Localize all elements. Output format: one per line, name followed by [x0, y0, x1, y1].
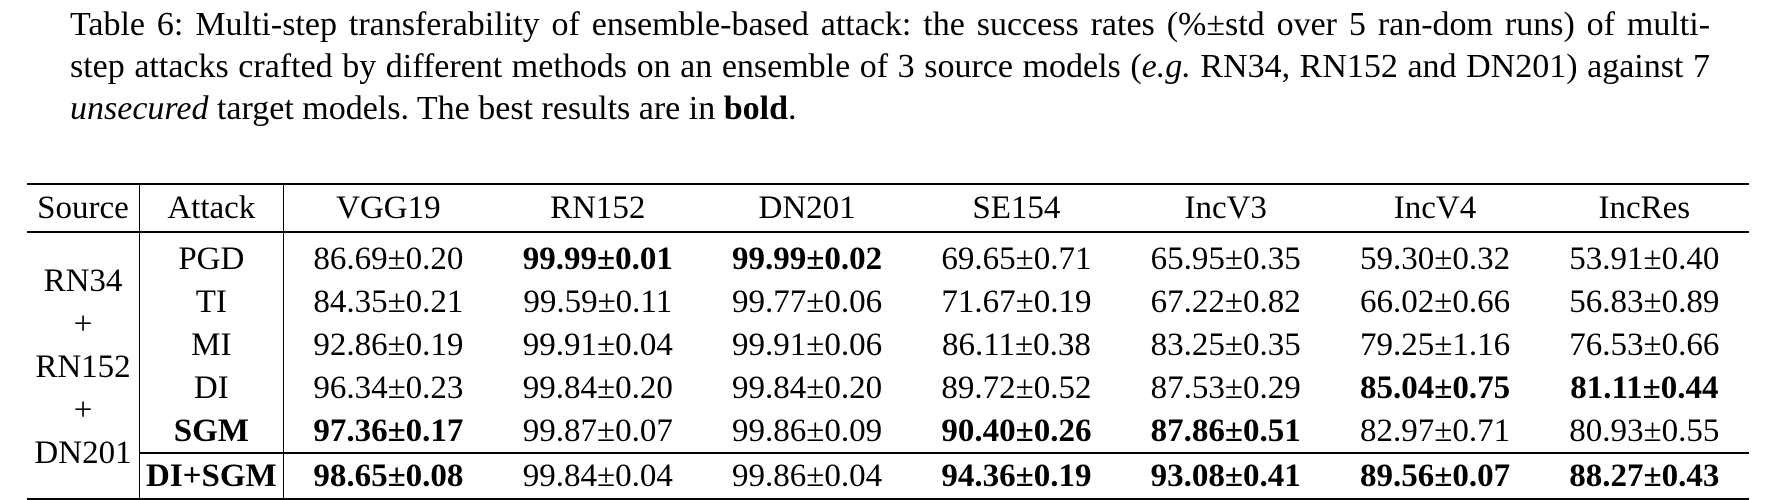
table-header: Source Attack VGG19 RN152 DN201 SE154 In…	[27, 183, 1749, 233]
table-row: SGM 97.36±0.17 99.87±0.07 99.86±0.09 90.40±0…	[27, 409, 1749, 453]
table-row: MI 92.86±0.19 99.91±0.04 99.91±0.06 86.11±0.…	[27, 323, 1749, 366]
result-cell-se154: 69.65±0.71	[941, 240, 1092, 277]
table-row: DI 96.34±0.23 99.84±0.20 99.84±0.20 89.72±0.…	[27, 366, 1749, 409]
result-cell-incv4: 85.04±0.75	[1359, 369, 1511, 406]
result-cell-se154: 71.67±0.19	[941, 283, 1092, 320]
result-cell-dn201: 99.99±0.02	[732, 240, 883, 277]
result-cell-se154: 90.40±0.26	[941, 412, 1092, 449]
result-cell-dn201: 99.84±0.20	[732, 369, 883, 406]
header-se154: SE154	[911, 183, 1122, 233]
attack-name-cell: TI	[139, 280, 284, 323]
header-row: Source Attack VGG19 RN152 DN201 SE154 In…	[27, 183, 1749, 233]
result-cell-incv4: 79.25±1.16	[1359, 326, 1511, 363]
result-cell-dn201: 99.91±0.06	[732, 326, 883, 363]
caption-unsecured: unsecured	[70, 90, 209, 127]
attack-name-cell: DI+SGM	[139, 452, 284, 500]
result-cell-incres: 56.83±0.89	[1569, 283, 1720, 320]
result-cell-rn152: 99.84±0.20	[522, 369, 673, 406]
result-cell-dn201: 99.86±0.09	[732, 412, 883, 449]
result-cell-incres: 88.27±0.43	[1539, 452, 1749, 500]
result-cell-incv3: 87.53±0.29	[1150, 369, 1301, 406]
source-line: RN34	[43, 263, 123, 299]
attack-name-cell: PGD	[139, 232, 284, 280]
result-cell-incv4: 66.02±0.66	[1359, 283, 1511, 320]
table-row: TI 84.35±0.21 99.59±0.11 99.77±0.06 71.67±0.…	[27, 280, 1749, 323]
result-cell-rn152: 99.84±0.04	[493, 452, 703, 500]
source-line: +	[73, 306, 93, 342]
result-cell-incv3: 65.95±0.35	[1150, 240, 1301, 277]
header-source: Source	[27, 183, 140, 233]
table-row: RN34 + RN152 + DN201 PGD 86.69±0.20 99.99±0.01 9…	[27, 232, 1749, 500]
result-cell-incres: 76.53±0.66	[1569, 326, 1720, 363]
caption-text-part2: RN34, RN152 and DN201) against 7	[1200, 48, 1710, 85]
result-cell-incv4: 82.97±0.71	[1359, 412, 1511, 449]
result-cell-vgg19: 97.36±0.17	[313, 412, 464, 449]
header-attack: Attack	[139, 183, 284, 233]
results-table: Source Attack VGG19 RN152 DN201 SE154 In…	[27, 183, 1749, 500]
source-line: RN152	[35, 349, 131, 385]
header-incres: IncRes	[1539, 183, 1749, 233]
header-incv4: IncV4	[1330, 183, 1540, 233]
header-vgg19: VGG19	[283, 183, 494, 233]
attack-name-cell: SGM	[139, 409, 284, 453]
table-row: DI+SGM 98.65±0.08 99.84±0.04 99.86±0.04 94.3…	[27, 452, 1749, 500]
header-incv3: IncV3	[1121, 183, 1331, 233]
result-cell-rn152: 99.59±0.11	[523, 283, 673, 320]
result-cell-vgg19: 92.86±0.19	[313, 326, 464, 363]
table-body: RN34 + RN152 + DN201 PGD 86.69±0.20 99.99±0.01 9…	[27, 232, 1749, 500]
result-cell-incv4: 89.56±0.07	[1330, 452, 1540, 500]
header-dn201: DN201	[702, 183, 912, 233]
caption-label: Table 6:	[70, 6, 184, 43]
result-cell-incv3: 83.25±0.35	[1150, 326, 1301, 363]
result-cell-incv3: 87.86±0.51	[1150, 412, 1301, 449]
result-cell-rn152: 99.99±0.01	[522, 240, 673, 277]
result-cell-dn201: 99.77±0.06	[732, 283, 883, 320]
result-cell-incv4: 59.30±0.32	[1359, 240, 1511, 277]
result-cell-vgg19: 96.34±0.23	[313, 369, 464, 406]
attack-name-cell: MI	[139, 323, 284, 366]
attack-name-cell: DI	[139, 366, 284, 409]
result-cell-incres: 53.91±0.40	[1569, 240, 1720, 277]
result-cell-se154: 89.72±0.52	[941, 369, 1092, 406]
caption-eg: e.g.	[1141, 48, 1191, 85]
result-cell-incres: 80.93±0.55	[1569, 412, 1720, 449]
caption-text-part1: Multi-step transferability of ensemble-b…	[70, 6, 1711, 85]
result-cell-vgg19: 98.65±0.08	[283, 452, 494, 500]
source-ensemble-cell: RN34 + RN152 + DN201	[27, 232, 140, 500]
result-cell-se154: 94.36±0.19	[911, 452, 1122, 500]
result-cell-incv3: 67.22±0.82	[1150, 283, 1301, 320]
result-cell-vgg19: 84.35±0.21	[313, 283, 464, 320]
result-cell-rn152: 99.91±0.04	[522, 326, 673, 363]
caption-text-part3: target models. The best results are in	[216, 90, 716, 127]
result-cell-incv3: 93.08±0.41	[1121, 452, 1331, 500]
source-line: +	[73, 392, 93, 428]
result-cell-vgg19: 86.69±0.20	[313, 240, 464, 277]
result-cell-dn201: 99.86±0.04	[702, 452, 912, 500]
caption-bold-word: bold	[723, 90, 788, 127]
table-caption: Table 6: Multi-step transferability of e…	[70, 4, 1710, 130]
result-cell-se154: 86.11±0.38	[941, 326, 1091, 363]
caption-end: .	[787, 90, 797, 127]
source-line: DN201	[34, 435, 132, 471]
result-cell-incres: 81.11±0.44	[1570, 369, 1719, 406]
result-cell-rn152: 99.87±0.07	[522, 412, 673, 449]
header-rn152: RN152	[493, 183, 703, 233]
